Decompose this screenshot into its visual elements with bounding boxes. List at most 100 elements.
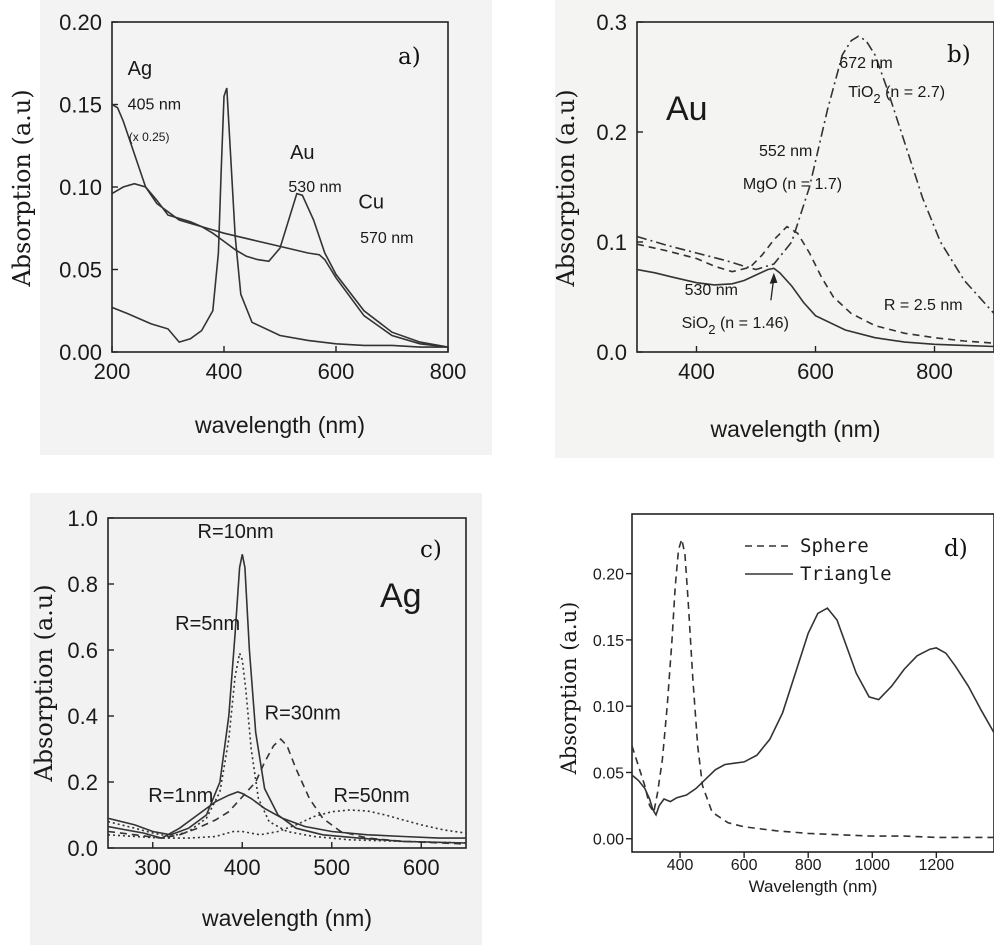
annotation-main: Cu xyxy=(358,191,384,213)
y-axis-label: Absorption (a.u) xyxy=(8,89,36,287)
x-axis-label: wavelength (nm) xyxy=(194,412,365,438)
y-tick-label: 1.0 xyxy=(67,506,98,531)
x-tick-label: 600 xyxy=(318,359,355,384)
annotation-suffix: (n = 2.7) xyxy=(881,84,945,101)
y-tick-label: 0.00 xyxy=(59,340,102,365)
annotation-main: R=1nm xyxy=(148,785,213,807)
annotation-text: Au xyxy=(290,142,314,164)
annotation-text: Ag xyxy=(128,58,152,80)
series-line-1 xyxy=(112,87,448,348)
x-tick-label: 600 xyxy=(731,857,758,874)
annotation-text: R=10nm xyxy=(198,521,274,543)
panel-a-chart: 200 400 600 800 0.00 0.05 0.10 0.15 0.20 waveleng… xyxy=(8,10,466,438)
annotation-text: R=1nm xyxy=(148,785,213,807)
annotation-text: R = 2.5 nm xyxy=(884,297,963,314)
pointer-arrow-head xyxy=(769,272,778,284)
annotation-suffix: (n = 1.46) xyxy=(716,315,789,332)
x-tick-label: 400 xyxy=(224,855,261,880)
annotation-text: TiO2 (n = 2.7) xyxy=(848,84,945,106)
annotation-main: R=50nm xyxy=(334,785,410,807)
annotation-text: 530 nm xyxy=(685,282,738,299)
y-tick-label: 0.20 xyxy=(593,567,624,584)
annotation-main: 672 nm xyxy=(839,55,892,72)
annotation-text: 530 nm xyxy=(288,179,341,196)
annotation-main: 552 nm xyxy=(759,143,812,160)
annotation-text: (x 0.25) xyxy=(129,130,170,144)
y-tick-label: 0.05 xyxy=(59,258,102,283)
series-line-sphere xyxy=(632,536,994,839)
x-tick-label: 800 xyxy=(430,359,467,384)
y-tick-label: 0.1 xyxy=(596,230,627,255)
x-axis-label: wavelength (nm) xyxy=(201,905,372,931)
x-tick-label: 800 xyxy=(916,359,953,384)
annotation-text: 570 nm xyxy=(360,230,413,247)
panel-c-background xyxy=(30,493,482,945)
series-line-sio2-n-1-46 xyxy=(637,267,994,348)
annotation-main: 530 nm xyxy=(685,282,738,299)
y-tick-label: 0.10 xyxy=(593,699,624,716)
y-tick-label: 0.2 xyxy=(67,770,98,795)
annotation-main: Au xyxy=(290,142,314,164)
annotation-subscript: 2 xyxy=(708,322,715,337)
annotation-main: 570 nm xyxy=(360,230,413,247)
x-tick-label: 500 xyxy=(313,855,350,880)
annotation-text: Cu xyxy=(358,191,384,213)
y-tick-label: 0.4 xyxy=(67,704,98,729)
y-tick-label: 0.15 xyxy=(59,93,102,118)
plot-frame xyxy=(631,513,994,853)
series-line-r-50nm xyxy=(108,809,466,839)
legend-label-triangle: Triangle xyxy=(800,563,892,585)
y-tick-label: 0.0 xyxy=(67,836,98,861)
series-line-mgo-n-1-7 xyxy=(637,225,994,344)
y-tick-label: 0.8 xyxy=(67,572,98,597)
annotation-text: R=30nm xyxy=(265,702,341,724)
panel-label: c) xyxy=(420,537,442,563)
x-tick-label: 400 xyxy=(667,857,694,874)
annotation-text: MgO (n = 1.7) xyxy=(743,176,842,193)
annotation-main: R=30nm xyxy=(265,702,341,724)
x-axis-label: Wavelength (nm) xyxy=(749,877,878,896)
panel-a-background xyxy=(40,0,492,455)
annotation-text: 552 nm xyxy=(759,143,812,160)
annotation-main: TiO xyxy=(848,84,873,101)
annotation-text: 405 nm xyxy=(128,96,181,113)
metal-label: Au xyxy=(666,90,708,128)
y-axis-label: Absorption (a.u) xyxy=(552,89,580,287)
y-tick-label: 0.15 xyxy=(593,633,624,650)
panel-c-chart: 300 400 500 600 0.0 0.2 0.4 0.6 0.8 1.0 wavelength… xyxy=(30,506,467,931)
y-tick-label: 0.6 xyxy=(67,638,98,663)
x-tick-label: 400 xyxy=(206,359,243,384)
x-tick-label: 600 xyxy=(797,359,834,384)
annotation-main: (x 0.25) xyxy=(129,130,170,144)
series-line-r-5nm xyxy=(108,650,466,844)
x-axis-label: wavelength (nm) xyxy=(709,416,880,442)
annotation-text: R=5nm xyxy=(175,613,240,635)
x-tick-label: 1000 xyxy=(854,857,890,874)
panel-b-chart: 400 600 800 0.0 0.1 0.2 0.3 wavelength (nm) Abso… xyxy=(552,10,994,442)
panel-b-background xyxy=(555,0,994,458)
annotation-main: R=5nm xyxy=(175,613,240,635)
series-line-3 xyxy=(112,103,448,348)
series-line-triangle xyxy=(632,607,994,817)
plot-frame xyxy=(107,517,467,849)
series-line-r-10nm xyxy=(108,554,466,844)
y-tick-label: 0.20 xyxy=(59,10,102,35)
y-tick-label: 0.2 xyxy=(596,120,627,145)
annotation-main: R = 2.5 nm xyxy=(884,297,963,314)
annotation-main: 405 nm xyxy=(128,96,181,113)
annotation-text: SiO2 (n = 1.46) xyxy=(682,315,789,337)
x-tick-label: 300 xyxy=(134,855,171,880)
annotation-text: R=50nm xyxy=(334,785,410,807)
y-tick-label: 0.10 xyxy=(59,175,102,200)
panel-d-chart: 400 600 800 1000 1200 0.00 0.05 0.10 0.15 0.20 Wav… xyxy=(557,513,994,896)
annotation-main: Ag xyxy=(128,58,152,80)
y-tick-label: 0.3 xyxy=(596,10,627,35)
annotation-main: 530 nm xyxy=(288,179,341,196)
legend-label-sphere: Sphere xyxy=(800,535,869,557)
series-line-r-30nm xyxy=(108,737,466,845)
x-tick-label: 800 xyxy=(795,857,822,874)
series-line-tio2-n-2-7 xyxy=(637,35,994,315)
annotation-main: MgO (n = 1.7) xyxy=(743,176,842,193)
x-tick-label: 400 xyxy=(678,359,715,384)
